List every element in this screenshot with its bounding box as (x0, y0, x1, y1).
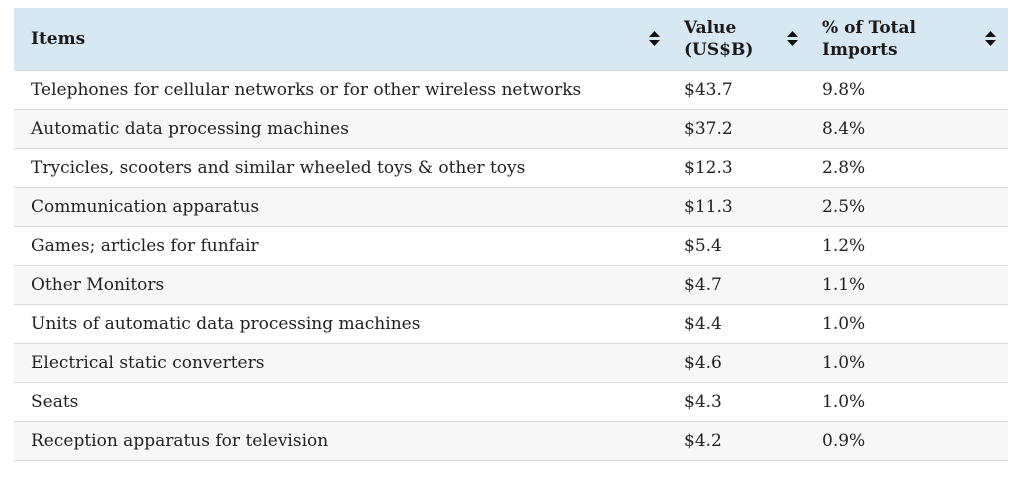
table-row: Games; articles for funfair $5.4 1.2% (14, 226, 1008, 266)
table-header-row: Items Value (US$B) % of Total Imports (14, 8, 1008, 71)
percent-cell: 1.2% (806, 226, 1008, 266)
column-header-items-label: Items (31, 28, 86, 49)
item-cell: Games; articles for funfair (14, 226, 668, 266)
table-row: Telephones for cellular networks or for … (14, 70, 1008, 110)
item-cell: Electrical static converters (14, 343, 668, 383)
item-cell: Other Monitors (14, 265, 668, 305)
item-cell: Automatic data processing machines (14, 109, 668, 149)
table-row: Electrical static converters $4.6 1.0% (14, 343, 1008, 383)
table-row: Units of automatic data processing machi… (14, 304, 1008, 344)
value-cell: $4.7 (668, 265, 806, 305)
column-header-value[interactable]: Value (US$B) (668, 8, 806, 71)
column-header-items[interactable]: Items (14, 8, 668, 71)
item-cell: Reception apparatus for television (14, 421, 668, 461)
table-row: Automatic data processing machines $37.2… (14, 109, 1008, 149)
value-cell: $4.3 (668, 382, 806, 422)
percent-cell: 9.8% (806, 70, 1008, 110)
value-cell: $5.4 (668, 226, 806, 266)
value-cell: $4.6 (668, 343, 806, 383)
item-cell: Seats (14, 382, 668, 422)
value-cell: $4.4 (668, 304, 806, 344)
table-row: Trycicles, scooters and similar wheeled … (14, 148, 1008, 188)
table-row: Other Monitors $4.7 1.1% (14, 265, 1008, 305)
value-cell: $43.7 (668, 70, 806, 110)
sort-icon[interactable] (787, 31, 798, 47)
percent-cell: 1.0% (806, 382, 1008, 422)
table-row: Communication apparatus $11.3 2.5% (14, 187, 1008, 227)
column-header-percent-label: % of Total Imports (822, 17, 917, 60)
imports-table-container: Items Value (US$B) % of Total Imports (14, 8, 1008, 461)
item-cell: Units of automatic data processing machi… (14, 304, 668, 344)
percent-cell: 8.4% (806, 109, 1008, 149)
item-cell: Communication apparatus (14, 187, 668, 227)
percent-cell: 1.1% (806, 265, 1008, 305)
percent-cell: 2.5% (806, 187, 1008, 227)
percent-cell: 2.8% (806, 148, 1008, 188)
value-cell: $11.3 (668, 187, 806, 227)
table-row: Reception apparatus for television $4.2 … (14, 421, 1008, 461)
percent-cell: 1.0% (806, 343, 1008, 383)
column-header-percent[interactable]: % of Total Imports (806, 8, 1008, 71)
sort-icon[interactable] (649, 31, 660, 47)
table-row: Seats $4.3 1.0% (14, 382, 1008, 422)
imports-table: Items Value (US$B) % of Total Imports (14, 8, 1008, 461)
column-header-value-label: Value (US$B) (684, 17, 754, 60)
value-cell: $37.2 (668, 109, 806, 149)
value-cell: $4.2 (668, 421, 806, 461)
percent-cell: 0.9% (806, 421, 1008, 461)
sort-icon[interactable] (985, 31, 996, 47)
percent-cell: 1.0% (806, 304, 1008, 344)
item-cell: Trycicles, scooters and similar wheeled … (14, 148, 668, 188)
value-cell: $12.3 (668, 148, 806, 188)
item-cell: Telephones for cellular networks or for … (14, 70, 668, 110)
